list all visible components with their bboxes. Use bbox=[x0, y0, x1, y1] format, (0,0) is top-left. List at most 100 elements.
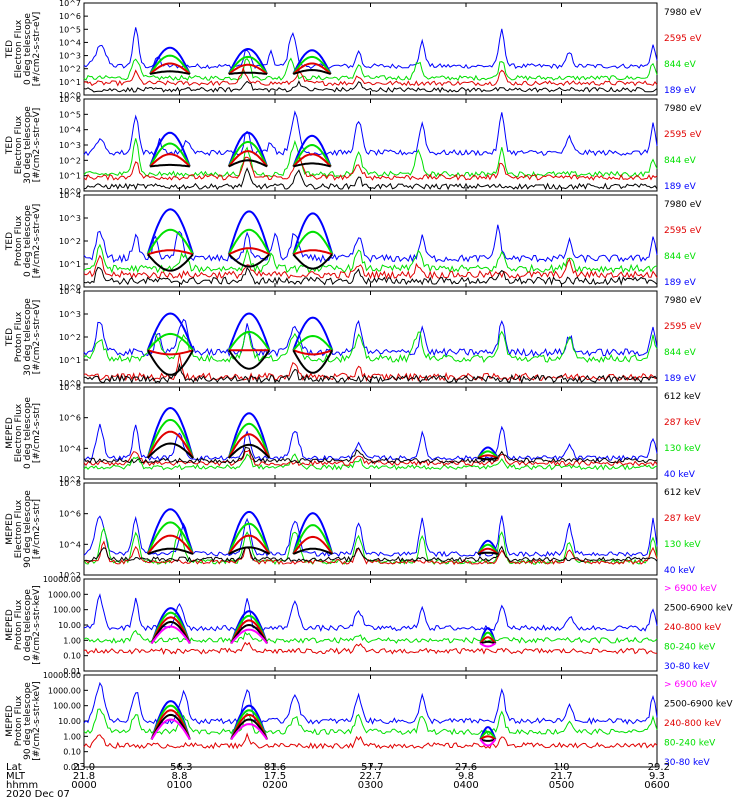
series-line-blue bbox=[83, 515, 658, 558]
belt-dome-red bbox=[479, 735, 496, 741]
legend-label: 189 eV bbox=[664, 182, 697, 192]
legend-label: 240-800 keV bbox=[664, 623, 722, 633]
belt-dome-black bbox=[146, 253, 194, 272]
belt-dome-blue bbox=[479, 627, 497, 644]
legend-label: 189 eV bbox=[664, 278, 697, 288]
y-axis-title: MEPED bbox=[5, 705, 15, 737]
y-axis-title: Proton Flux bbox=[14, 215, 24, 266]
legend-label: 612 keV bbox=[664, 392, 701, 402]
y-tick-label: 10^1 bbox=[59, 260, 81, 269]
footer-lat-value: 27.6 bbox=[455, 762, 477, 773]
series-line-red bbox=[84, 540, 658, 566]
belt-dome-green bbox=[146, 228, 194, 255]
footer-mlt-value: 9.8 bbox=[458, 771, 474, 782]
series-line-black bbox=[83, 446, 658, 464]
series-line-black bbox=[83, 80, 658, 94]
series-line-green bbox=[83, 243, 658, 274]
y-tick-label: 10^1 bbox=[59, 78, 81, 87]
belt-dome-green bbox=[227, 228, 271, 255]
y-tick-label: 0.01 bbox=[63, 763, 81, 772]
y-tick-label: 10000.00 bbox=[43, 671, 81, 680]
y-axis-title: 90 deg telescope bbox=[23, 682, 33, 760]
y-tick-label: 10^4 bbox=[59, 191, 81, 200]
y-axis-title: [#/cm2-s-str-eV] bbox=[32, 204, 42, 279]
belt-dome-magenta bbox=[150, 718, 191, 740]
belt-dome-black bbox=[477, 551, 499, 555]
belt-dome-red bbox=[292, 535, 334, 555]
belt-dome-red bbox=[293, 349, 333, 356]
chart-panel-1: 10^0 10^1 10^2 10^3 10^4 10^5 10^6 10^7 TED Elect… bbox=[5, 0, 702, 100]
y-tick-label: 10^0 bbox=[59, 283, 81, 292]
belt-dome-red bbox=[147, 249, 194, 256]
series-line-blue bbox=[83, 318, 658, 358]
y-tick-label: 10000.00 bbox=[43, 575, 81, 584]
belt-dome-red bbox=[227, 534, 271, 555]
chart-panel-2: 10^0 10^1 10^2 10^3 10^4 10^5 10^6 TED Electron … bbox=[5, 95, 702, 196]
legend-label: 612 keV bbox=[664, 488, 701, 498]
belt-dome-green bbox=[150, 704, 191, 740]
panel-frame bbox=[83, 386, 658, 480]
footer-hhmm-value: 0400 bbox=[453, 780, 478, 791]
belt-dome-black bbox=[147, 547, 194, 555]
legend-label: 7980 eV bbox=[664, 104, 702, 114]
y-axis-title: Proton Flux bbox=[14, 599, 24, 650]
y-axis-title: TED bbox=[5, 136, 15, 155]
series-line-black bbox=[83, 167, 658, 191]
belt-dome-red bbox=[149, 62, 191, 75]
chart-panel-7: 0.01 0.10 1.00 10.00 100.00 1000.00 10000.00 ME… bbox=[5, 575, 733, 676]
series-line-green bbox=[83, 330, 658, 364]
footer-mlt-value: 22.7 bbox=[359, 771, 381, 782]
belt-dome-blue bbox=[477, 446, 499, 459]
y-tick-label: 1.00 bbox=[63, 636, 81, 645]
legend-label: 80-240 keV bbox=[664, 739, 716, 749]
belt-dome-black bbox=[292, 547, 333, 555]
series-line-green bbox=[83, 138, 658, 179]
y-axis-title: Electron Flux bbox=[14, 115, 24, 174]
y-tick-label: 10^1 bbox=[59, 172, 81, 181]
series-line-red bbox=[83, 66, 658, 87]
belt-dome-green bbox=[479, 631, 497, 644]
legend-label: 40 keV bbox=[664, 470, 696, 480]
y-tick-label: 10^8 bbox=[59, 479, 81, 488]
y-axis-title: [#/cm2-s-str-eV] bbox=[32, 12, 42, 87]
legend-label: 844 eV bbox=[664, 252, 697, 262]
belt-dome-blue bbox=[292, 49, 332, 75]
belt-dome-blue bbox=[227, 412, 271, 459]
belt-dome-red bbox=[150, 709, 191, 740]
footer-mlt-value: 9.3 bbox=[649, 771, 665, 782]
belt-dome-green bbox=[149, 142, 191, 167]
y-tick-label: 10^1 bbox=[59, 356, 81, 365]
series-line-red bbox=[83, 449, 658, 467]
belt-dome-black bbox=[150, 620, 191, 644]
footer-lat-value: 1.0 bbox=[554, 762, 570, 773]
belt-dome-black bbox=[479, 640, 496, 645]
y-tick-label: 10^3 bbox=[59, 141, 81, 150]
series-line-red bbox=[83, 641, 658, 655]
panel-frame bbox=[83, 578, 658, 672]
belt-dome-red bbox=[150, 616, 191, 644]
belt-dome-green bbox=[479, 730, 497, 740]
legend-label: 130 keV bbox=[664, 540, 701, 550]
y-tick-label: 10^6 bbox=[59, 510, 81, 519]
y-tick-label: 10^2 bbox=[59, 333, 81, 342]
belt-dome-black bbox=[228, 443, 271, 459]
legend-label: 2595 eV bbox=[664, 130, 702, 140]
y-axis-title: TED bbox=[5, 232, 15, 251]
belt-dome-green bbox=[149, 54, 191, 75]
belt-dome-green bbox=[292, 524, 334, 555]
y-tick-label: 1.00 bbox=[63, 732, 81, 741]
belt-dome-black bbox=[292, 253, 334, 270]
y-axis-title: [#/cm2-s-str] bbox=[32, 403, 42, 463]
belt-dome-red bbox=[292, 62, 332, 75]
belt-dome-red bbox=[228, 247, 270, 256]
footer-mlt-value: 21.8 bbox=[73, 771, 95, 782]
y-tick-label: 10^4 bbox=[59, 38, 81, 47]
belt-dome-green bbox=[230, 614, 268, 644]
legend-label: > 6900 keV bbox=[664, 680, 718, 690]
series-line-blue bbox=[83, 681, 658, 726]
legend-label: 30-80 keV bbox=[664, 662, 710, 672]
belt-dome-green bbox=[292, 334, 334, 351]
belt-dome-black bbox=[230, 718, 268, 740]
